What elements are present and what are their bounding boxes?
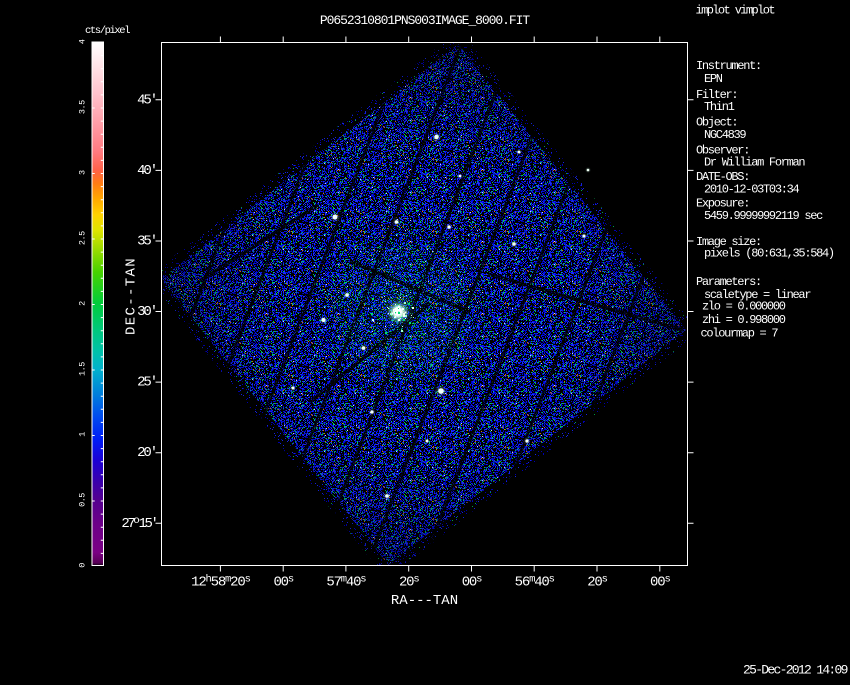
svg-text:20s: 20s — [399, 574, 419, 591]
svg-text:0.5: 0.5 — [78, 493, 88, 507]
svg-text:12h58m20s: 12h58m20s — [191, 574, 250, 591]
svg-text:40': 40' — [137, 163, 156, 179]
svg-text:Observer:: Observer: — [696, 144, 749, 158]
svg-text:25-Dec-2012 14:09: 25-Dec-2012 14:09 — [743, 663, 848, 678]
svg-text:00s: 00s — [462, 574, 482, 591]
svg-text:1.5: 1.5 — [78, 362, 88, 376]
svg-text:56m40s: 56m40s — [515, 574, 555, 591]
svg-text:Instrument:: Instrument: — [696, 59, 761, 73]
svg-text:cts/pixel: cts/pixel — [85, 25, 130, 37]
svg-text:Exposure:: Exposure: — [696, 197, 749, 211]
svg-text:00s: 00s — [650, 574, 670, 591]
svg-text:4: 4 — [78, 39, 88, 44]
svg-text:Image size:: Image size: — [696, 235, 761, 249]
svg-text:zlo = 0.000000: zlo = 0.000000 — [702, 300, 786, 314]
svg-text:pixels (80:631,35:584): pixels (80:631,35:584) — [704, 247, 834, 261]
svg-text:3.5: 3.5 — [78, 100, 88, 114]
svg-text:0: 0 — [78, 563, 88, 568]
svg-text:NGC4839: NGC4839 — [704, 128, 746, 142]
svg-text:00s: 00s — [273, 574, 293, 591]
svg-text:20s: 20s — [587, 574, 607, 591]
svg-text:DEC--TAN: DEC--TAN — [124, 257, 140, 335]
svg-text:Thin1: Thin1 — [704, 100, 735, 114]
svg-text:colourmap = 7: colourmap = 7 — [701, 327, 779, 341]
svg-text:3: 3 — [78, 170, 88, 175]
svg-text:Parameters:: Parameters: — [696, 275, 761, 289]
svg-text:scaletype = linear: scaletype = linear — [704, 288, 811, 302]
svg-text:1: 1 — [78, 432, 88, 437]
svg-text:35': 35' — [137, 234, 156, 250]
svg-text:RA---TAN: RA---TAN — [391, 593, 458, 609]
svg-text:implot vimplot: implot vimplot — [696, 4, 775, 18]
svg-text:2.5: 2.5 — [78, 231, 88, 245]
svg-text:45': 45' — [137, 92, 156, 108]
svg-text:2: 2 — [78, 301, 88, 306]
svg-text:30': 30' — [137, 304, 156, 320]
svg-text:2010-12-03T03:34: 2010-12-03T03:34 — [704, 183, 800, 197]
svg-text:DATE-OBS:: DATE-OBS: — [696, 170, 749, 184]
svg-text:27o15': 27o15' — [121, 515, 156, 532]
svg-text:P0652310801PNS003IMAGE_8000.FI: P0652310801PNS003IMAGE_8000.FIT — [320, 13, 531, 28]
svg-text:20': 20' — [137, 445, 156, 461]
svg-text:25': 25' — [137, 375, 156, 391]
svg-text:EPN: EPN — [704, 72, 723, 86]
svg-text:5459.99999992119 sec: 5459.99999992119 sec — [704, 209, 823, 223]
svg-text:zhi = 0.998000: zhi = 0.998000 — [702, 313, 786, 327]
svg-text:57m40s: 57m40s — [326, 574, 366, 591]
svg-text:Object:: Object: — [696, 116, 737, 130]
svg-text:Dr William Forman: Dr William Forman — [704, 156, 805, 170]
svg-text:Filter:: Filter: — [696, 88, 737, 102]
